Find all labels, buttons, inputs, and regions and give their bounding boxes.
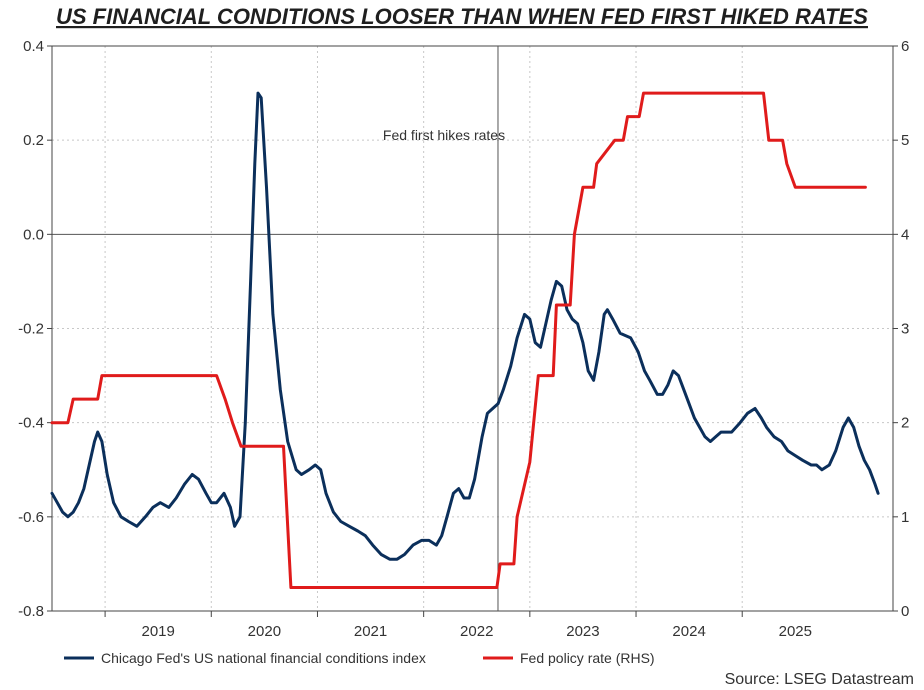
tick-label-left: -0.8 <box>18 603 44 620</box>
x-axis: 2019 2020 2021 2022 2023 2024 2025 <box>141 623 811 640</box>
tick-label-x: 2024 <box>672 623 705 640</box>
legend-label-fed-rate: Fed policy rate (RHS) <box>520 650 655 666</box>
source-note: Source: LSEG Datastream <box>725 671 914 688</box>
series-line-fci <box>50 91 880 561</box>
tick-label-right: 4 <box>901 226 909 243</box>
annotation-fed-first-hikes: Fed first hikes rates <box>383 127 505 143</box>
series-layer <box>50 91 880 589</box>
tick-label-x: 2025 <box>779 623 812 640</box>
tick-label-right: 0 <box>901 603 909 620</box>
tick-label-x: 2021 <box>354 623 387 640</box>
chart-title: US FINANCIAL CONDITIONS LOOSER THAN WHEN… <box>56 4 868 29</box>
tick-label-x: 2023 <box>566 623 599 640</box>
tick-label-left: -0.6 <box>18 509 44 526</box>
tick-label-right: 3 <box>901 321 909 338</box>
y-axis-left: 0.4 0.2 0.0 -0.2 -0.4 -0.6 -0.8 <box>18 38 44 620</box>
tick-label-x: 2019 <box>141 623 174 640</box>
tick-label-right: 6 <box>901 38 909 55</box>
axes <box>47 45 898 617</box>
plot-frame <box>51 45 894 612</box>
tick-label-x: 2020 <box>248 623 281 640</box>
tick-label-right: 1 <box>901 509 909 526</box>
tick-label-left: 0.4 <box>23 38 44 55</box>
tick-label-left: -0.2 <box>18 321 44 338</box>
tick-label-left: 0.2 <box>23 132 44 149</box>
legend: Chicago Fed's US national financial cond… <box>64 650 655 666</box>
legend-label-fci: Chicago Fed's US national financial cond… <box>101 650 426 666</box>
tick-label-left: 0.0 <box>23 226 44 243</box>
series-line-fed-rate <box>50 91 867 589</box>
tick-label-right: 5 <box>901 132 909 149</box>
y-axis-right: 6 5 4 3 2 1 0 <box>901 38 909 620</box>
tick-label-x: 2022 <box>460 623 493 640</box>
tick-label-left: -0.4 <box>18 415 44 432</box>
tick-label-right: 2 <box>901 415 909 432</box>
